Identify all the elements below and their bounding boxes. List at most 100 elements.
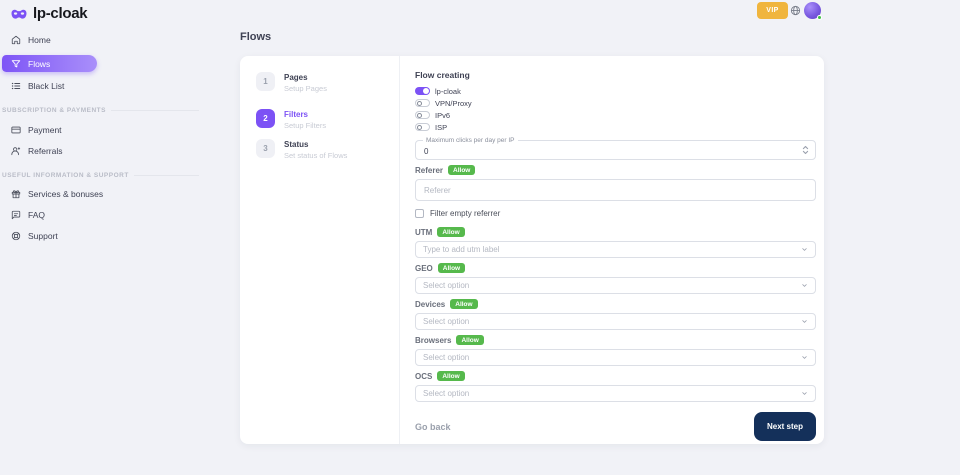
browsers-placeholder: Select option bbox=[423, 353, 470, 362]
browsers-allow-badge[interactable]: Allow bbox=[456, 335, 484, 345]
max-clicks-input[interactable] bbox=[416, 141, 815, 159]
referer-label: Referer bbox=[415, 165, 444, 175]
chevron-down-icon bbox=[802, 320, 807, 323]
devices-placeholder: Select option bbox=[423, 317, 470, 326]
go-back-button[interactable]: Go back bbox=[415, 421, 451, 432]
step-number: 1 bbox=[256, 72, 275, 91]
sidebar-item-label: Flows bbox=[28, 58, 51, 69]
step-status[interactable]: 3 Status Set status of Flows bbox=[256, 139, 347, 160]
toggle-switch[interactable] bbox=[415, 110, 430, 120]
sidebar-item-black-list[interactable]: Black List bbox=[0, 78, 207, 94]
step-number: 3 bbox=[256, 139, 275, 158]
online-status-dot bbox=[817, 15, 822, 20]
gift-icon bbox=[11, 190, 21, 199]
brand-logo[interactable]: lp-cloak bbox=[10, 5, 88, 22]
devices-label-row: Devices Allow bbox=[415, 299, 816, 309]
referer-label-row: Referer Allow bbox=[415, 165, 816, 175]
sidebar-item-label: FAQ bbox=[28, 210, 46, 220]
devices-label: Devices bbox=[415, 299, 446, 309]
utm-input[interactable]: Type to add utm label bbox=[415, 241, 816, 258]
sidebar-item-label: Services & bonuses bbox=[28, 189, 104, 199]
sidebar-item-support[interactable]: Support bbox=[0, 228, 207, 244]
sidebar-item-payment[interactable]: Payment bbox=[0, 122, 207, 138]
sidebar-item-home[interactable]: Home bbox=[0, 32, 207, 48]
toggle-label: VPN/Proxy bbox=[435, 98, 472, 108]
sidebar-item-faq[interactable]: FAQ bbox=[0, 207, 207, 223]
chevron-down-icon bbox=[802, 392, 807, 395]
sidebar-item-label: Black List bbox=[28, 81, 65, 91]
divider bbox=[399, 56, 400, 444]
ocs-select[interactable]: Select option bbox=[415, 385, 816, 402]
flow-form: Flow creating lp-cloak VPN/Proxy IPv6 IS… bbox=[415, 70, 816, 441]
funnel-icon bbox=[11, 59, 21, 67]
referer-field bbox=[415, 179, 816, 201]
checkbox[interactable] bbox=[415, 208, 424, 218]
toggle-label: lp-cloak bbox=[435, 86, 461, 96]
chevron-down-icon bbox=[802, 248, 807, 251]
sidebar-item-services[interactable]: Services & bonuses bbox=[0, 186, 207, 202]
sidebar-item-label: Home bbox=[28, 35, 51, 45]
max-clicks-label: Maximum clicks per day per IP bbox=[423, 137, 518, 144]
checkbox-label: Filter empty referrer bbox=[430, 208, 501, 218]
utm-label-row: UTM Allow bbox=[415, 227, 816, 237]
geo-label: GEO bbox=[415, 263, 433, 273]
avatar[interactable] bbox=[804, 2, 822, 20]
browsers-select[interactable]: Select option bbox=[415, 349, 816, 366]
sidebar-item-label: Payment bbox=[28, 125, 62, 135]
toggle-ipv6[interactable]: IPv6 bbox=[415, 109, 816, 121]
geo-placeholder: Select option bbox=[423, 281, 470, 290]
step-pages[interactable]: 1 Pages Setup Pages bbox=[256, 72, 327, 93]
section-title-subscription: SUBSCRIPTION & PAYMENTS bbox=[2, 105, 199, 115]
form-title: Flow creating bbox=[415, 70, 470, 80]
next-step-button[interactable]: Next step bbox=[754, 412, 816, 441]
toggle-switch[interactable] bbox=[415, 122, 430, 132]
filter-empty-referrer[interactable]: Filter empty referrer bbox=[415, 208, 816, 218]
sidebar-item-flows[interactable]: Flows bbox=[2, 55, 97, 72]
sidebar-item-referrals[interactable]: Referrals bbox=[0, 143, 207, 159]
page-title: Flows bbox=[240, 31, 272, 43]
toggle-vpn-proxy[interactable]: VPN/Proxy bbox=[415, 97, 816, 109]
step-title: Pages bbox=[284, 73, 308, 82]
referer-input[interactable] bbox=[416, 180, 815, 201]
toggle-label: IPv6 bbox=[435, 110, 451, 120]
brand-name: lp-cloak bbox=[33, 5, 88, 22]
vip-button[interactable]: VIP bbox=[757, 2, 788, 19]
user-plus-icon bbox=[11, 147, 21, 156]
referer-allow-badge[interactable]: Allow bbox=[448, 165, 476, 175]
globe-icon[interactable] bbox=[790, 5, 801, 16]
flow-card: 1 Pages Setup Pages 2 Filters Setup Filt… bbox=[240, 56, 824, 444]
geo-allow-badge[interactable]: Allow bbox=[437, 263, 466, 273]
chevron-down-icon bbox=[802, 356, 807, 359]
section-title-support: USEFUL INFORMATION & SUPPORT bbox=[2, 170, 199, 180]
utm-allow-badge[interactable]: Allow bbox=[437, 227, 465, 237]
home-icon bbox=[11, 35, 21, 45]
ocs-label: OCS bbox=[415, 371, 433, 381]
sidebar-item-label: Referrals bbox=[28, 146, 63, 156]
step-title: Status bbox=[284, 140, 309, 149]
geo-select[interactable]: Select option bbox=[415, 277, 816, 294]
sidebar: lp-cloak Home Flows Black List SUBSCRIPT… bbox=[0, 0, 207, 475]
ocs-allow-badge[interactable]: Allow bbox=[437, 371, 465, 381]
toggle-isp[interactable]: ISP bbox=[415, 121, 816, 133]
browsers-label-row: Browsers Allow bbox=[415, 335, 816, 345]
devices-select[interactable]: Select option bbox=[415, 313, 816, 330]
toggle-switch[interactable] bbox=[415, 98, 430, 108]
life-buoy-icon bbox=[11, 231, 21, 241]
ocs-label-row: OCS Allow bbox=[415, 371, 816, 381]
sidebar-item-label: Support bbox=[28, 231, 58, 241]
chevron-down-icon bbox=[802, 284, 807, 287]
devices-allow-badge[interactable]: Allow bbox=[450, 299, 478, 309]
step-subtitle: Setup Pages bbox=[284, 84, 327, 93]
credit-card-icon bbox=[11, 126, 21, 134]
step-title: Filters bbox=[284, 110, 309, 119]
toggle-label: ISP bbox=[435, 122, 448, 132]
number-stepper-icon[interactable] bbox=[802, 145, 809, 155]
toggle-switch[interactable] bbox=[415, 86, 430, 96]
chat-icon bbox=[11, 210, 21, 220]
mask-icon bbox=[11, 9, 27, 19]
utm-label: UTM bbox=[415, 227, 433, 237]
geo-label-row: GEO Allow bbox=[415, 263, 816, 273]
step-filters[interactable]: 2 Filters Setup Filters bbox=[256, 109, 326, 130]
step-subtitle: Setup Filters bbox=[284, 121, 327, 130]
toggle-lp-cloak[interactable]: lp-cloak bbox=[415, 85, 816, 97]
